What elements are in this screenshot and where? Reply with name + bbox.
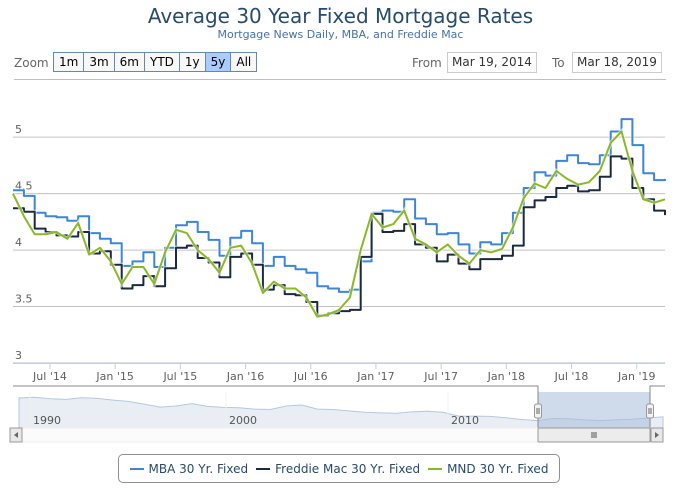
from-date-input[interactable]: Mar 19, 2014: [447, 52, 537, 73]
chart-canvas: 33.544.55 Jul '14 Jan '15 Jul '15 Jan '16 Ju…: [9, 117, 667, 443]
to-date-input[interactable]: Mar 18, 2019: [572, 52, 662, 73]
x-tick-label: Jul '16: [293, 370, 328, 383]
x-tick-label: Jan '19: [617, 370, 655, 383]
legend-item-mnd[interactable]: MND 30 Yr. Fixed: [428, 462, 548, 476]
navigator-right-handle[interactable]: [646, 403, 654, 419]
zoom-label: Zoom: [14, 56, 49, 70]
x-tick-label: Jul '18: [554, 370, 589, 383]
zoom-1y-button[interactable]: 1y: [178, 52, 205, 72]
chart-subtitle: Mortgage News Daily, MBA, and Freddie Ma…: [217, 28, 464, 41]
x-tick-label: Jul '15: [162, 370, 197, 383]
legend-swatch-mba: [129, 467, 144, 470]
series-line-mnd: [12, 130, 666, 318]
x-tick-label: Jul '14: [32, 370, 67, 383]
navigator-year-label: 2000: [229, 414, 257, 427]
navigator-left-handle[interactable]: [534, 403, 542, 419]
series-lines: [11, 117, 667, 319]
y-tick-label: 5: [15, 123, 22, 136]
arrow-left-icon: [14, 432, 18, 438]
legend-label-mba: MBA 30 Yr. Fixed: [148, 461, 249, 476]
navigator: 1990 2000 2010: [9, 385, 665, 443]
x-tick-label: Jan '17: [356, 370, 394, 383]
header-divider: [14, 79, 666, 80]
legend: MBA 30 Yr. Fixed Freddie Mac 30 Yr. Fixe…: [118, 454, 560, 483]
navigator-year-label: 2010: [451, 414, 479, 427]
x-tick-label: Jul '17: [423, 370, 458, 383]
legend-item-mba[interactable]: MBA 30 Yr. Fixed: [129, 461, 249, 476]
x-tick-label: Jan '18: [487, 370, 525, 383]
zoom-5y-button[interactable]: 5y: [204, 52, 231, 72]
zoom-1m-button[interactable]: 1m: [53, 52, 84, 72]
legend-label-freddie: Freddie Mac 30 Yr. Fixed: [275, 461, 421, 476]
navigator-year-label: 1990: [33, 414, 61, 427]
x-axis: Jul '14 Jan '15 Jul '15 Jan '16 Jul '16 Jan '…: [13, 363, 665, 383]
zoom-3m-button[interactable]: 3m: [83, 52, 114, 72]
zoom-6m-button[interactable]: 6m: [113, 52, 144, 72]
range-selector-buttons: 1m 3m 6m YTD 1y 5y All: [53, 52, 258, 72]
chart-title: Average 30 Year Fixed Mortgage Rates: [147, 4, 534, 28]
navigator-selected-range: [538, 392, 650, 428]
y-tick-label: 3.5: [15, 293, 33, 306]
legend-swatch-freddie: [256, 467, 271, 470]
from-label: From: [412, 56, 442, 70]
to-label: To: [552, 56, 565, 70]
legend-swatch-mnd: [428, 467, 443, 470]
x-tick-label: Jan '15: [95, 370, 133, 383]
y-axis-labels: 33.544.55: [15, 123, 33, 362]
legend-item-freddie[interactable]: Freddie Mac 30 Yr. Fixed: [256, 462, 420, 476]
arrow-right-icon: [655, 432, 659, 438]
y-tick-label: 3: [15, 349, 22, 362]
x-tick-label: Jan '16: [226, 370, 264, 383]
zoom-all-button[interactable]: All: [230, 52, 258, 72]
legend-label-mnd: MND 30 Yr. Fixed: [447, 461, 549, 476]
y-tick-label: 4: [15, 236, 22, 249]
zoom-ytd-button[interactable]: YTD: [143, 52, 179, 72]
